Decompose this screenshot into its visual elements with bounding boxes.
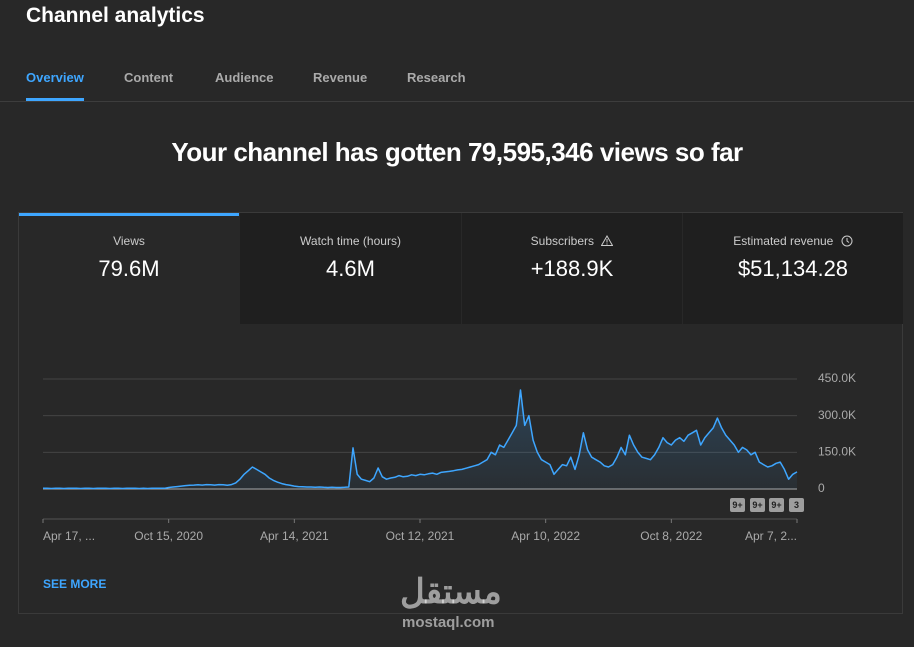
annotation-badge <box>789 498 804 512</box>
annotation-badge <box>730 498 745 512</box>
clock-icon <box>841 235 853 247</box>
tab[interactable]: Revenue <box>313 70 368 85</box>
metric-label: Views <box>113 234 145 248</box>
x-tick-label: Oct 15, 2020 <box>134 529 203 543</box>
annotation-label: 9+ <box>752 500 762 510</box>
headline: Your channel has gotten 79,595,346 views… <box>171 137 743 167</box>
page-title: Channel analytics <box>26 4 205 27</box>
panel <box>18 212 903 614</box>
metric-card[interactable]: Watch time (hours) 4.6M <box>240 213 461 324</box>
line <box>43 389 798 490</box>
metric-label-text: Subscribers <box>530 234 594 248</box>
metric-label: Subscribers <box>462 234 682 248</box>
y-tick-label: 300.0K <box>818 408 856 422</box>
annotation-badge <box>750 498 765 512</box>
x-tick-label: Oct 12, 2021 <box>386 529 455 543</box>
watermark: mostaql.com <box>402 614 495 631</box>
metric-value: +188.9K <box>530 256 614 281</box>
tab[interactable]: Overview <box>26 70 84 85</box>
annotation-label: 9+ <box>732 500 742 510</box>
annotation-badge <box>769 498 784 512</box>
area <box>43 390 797 489</box>
tab[interactable]: Research <box>407 70 466 85</box>
metric-value: 79.6M <box>98 256 160 281</box>
metric-label: Estimated revenue <box>683 234 903 248</box>
x-tick-label: Apr 17, ... <box>43 529 95 543</box>
y-tick-label: 150.0K <box>818 445 856 459</box>
metric-value: 4.6M <box>326 256 375 281</box>
annotation-label: 9+ <box>771 500 781 510</box>
warning-icon <box>600 235 614 246</box>
metric-card[interactable]: Views 79.6M <box>19 213 239 324</box>
tab-underline <box>26 98 84 101</box>
metric-card[interactable]: Estimated revenue $51,134.28 <box>683 213 903 324</box>
annotation-label: 3 <box>794 500 799 510</box>
metric-value: $51,134.28 <box>737 256 849 281</box>
watermark: مستقل <box>400 573 502 611</box>
y-tick-label: 0 <box>818 481 825 495</box>
see-more-link[interactable]: SEE MORE <box>43 577 107 591</box>
x-tick-label: Oct 8, 2022 <box>640 529 702 543</box>
x-tick-label: Apr 14, 2021 <box>260 529 329 543</box>
separator <box>0 101 914 102</box>
tab[interactable]: Audience <box>215 70 274 85</box>
tab[interactable]: Content <box>124 70 174 85</box>
metric-label: Watch time (hours) <box>300 234 401 248</box>
x-tick-label: Apr 7, 2... <box>745 529 797 543</box>
x-tick-label: Apr 10, 2022 <box>511 529 580 543</box>
metric-label-text: Estimated revenue <box>733 234 834 248</box>
y-tick-label: 450.0K <box>818 371 856 385</box>
metric-card[interactable]: Subscribers +188.9K <box>462 213 682 324</box>
